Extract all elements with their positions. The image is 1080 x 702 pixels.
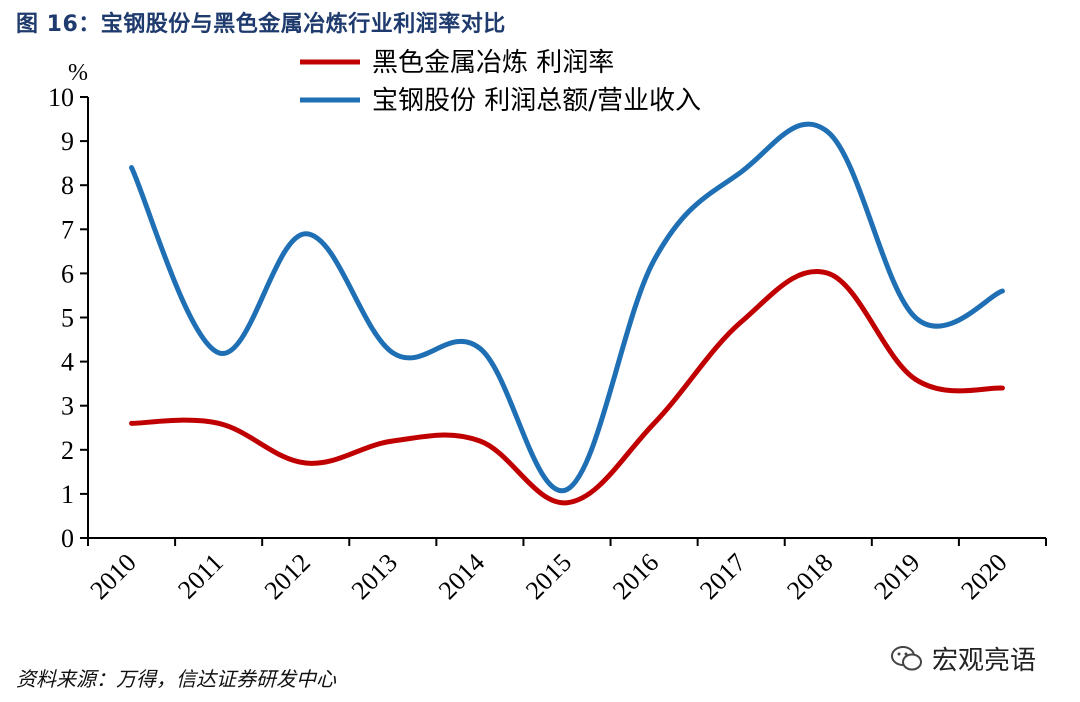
series-line-2 bbox=[129, 121, 1005, 494]
figure-title: 图 16：宝钢股份与黑色金属冶炼行业利润率对比 bbox=[16, 12, 506, 37]
y-tick-label: 1 bbox=[61, 480, 74, 509]
y-tick-label: 8 bbox=[61, 171, 74, 200]
x-tick-label: 2019 bbox=[868, 548, 925, 605]
x-tick-label: 2017 bbox=[694, 548, 751, 605]
y-tick-label: 9 bbox=[61, 127, 74, 156]
x-tick-label: 2012 bbox=[259, 548, 316, 605]
y-tick-label: 5 bbox=[61, 304, 74, 333]
x-tick-label: 2011 bbox=[172, 548, 229, 605]
x-tick-label: 2010 bbox=[85, 548, 142, 605]
y-tick-label: 10 bbox=[48, 83, 74, 112]
x-tick-label: 2015 bbox=[520, 548, 577, 605]
x-tick-label: 2020 bbox=[955, 548, 1012, 605]
y-tick-label: 3 bbox=[61, 392, 74, 421]
legend-label-2: 宝钢股份 利润总额/营业收入 bbox=[372, 86, 701, 116]
x-tick-label: 2013 bbox=[346, 548, 403, 605]
y-tick-label: 4 bbox=[61, 348, 74, 377]
y-axis-unit: % bbox=[68, 60, 88, 86]
y-tick-label: 7 bbox=[61, 215, 74, 244]
watermark-text: 宏观亮语 bbox=[932, 646, 1037, 676]
y-tick-label: 6 bbox=[61, 259, 74, 288]
x-tick-label: 2018 bbox=[781, 548, 838, 605]
x-tick-label: 2016 bbox=[607, 548, 664, 605]
wechat-icon bbox=[891, 645, 922, 670]
source-note: 资料来源：万得，信达证券研发中心 bbox=[16, 667, 336, 691]
series-line-1 bbox=[129, 269, 1005, 506]
y-tick-label: 0 bbox=[61, 524, 74, 553]
legend-label-1: 黑色金属冶炼 利润率 bbox=[372, 48, 614, 78]
y-tick-label: 2 bbox=[61, 436, 74, 465]
series-layer bbox=[129, 121, 1005, 506]
x-tick-label: 2014 bbox=[433, 548, 490, 605]
watermark: 宏观亮语 bbox=[890, 640, 1036, 677]
